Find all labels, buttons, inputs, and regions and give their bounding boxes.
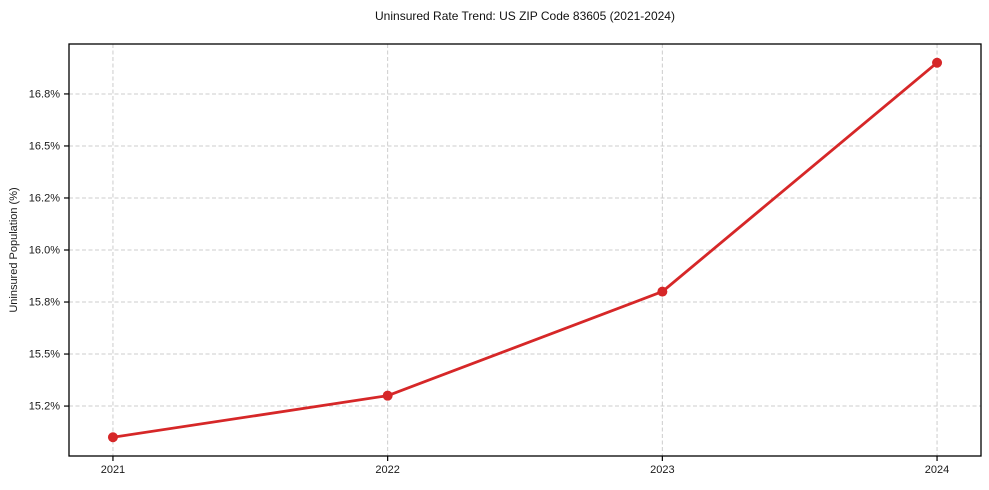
data-point-2021 xyxy=(107,432,118,443)
data-point-2023 xyxy=(657,286,668,297)
data-point-2022 xyxy=(382,390,393,401)
y-tick-label: 16.0% xyxy=(29,245,60,257)
y-axis-label: Uninsured Population (%) xyxy=(8,187,20,313)
y-tick-label: 15.5% xyxy=(29,349,60,361)
x-tick-label: 2022 xyxy=(375,464,399,476)
x-tick-label: 2021 xyxy=(101,464,125,476)
y-tick-label: 16.5% xyxy=(29,140,60,152)
x-tick-label: 2023 xyxy=(650,464,674,476)
y-tick-label: 16.2% xyxy=(29,192,60,204)
data-point-2024 xyxy=(932,57,943,68)
y-tick-label: 16.8% xyxy=(29,88,60,100)
x-tick-label: 2024 xyxy=(925,464,949,476)
trend-line xyxy=(111,61,939,439)
y-tick-label: 15.8% xyxy=(29,297,60,309)
y-tick-label: 15.2% xyxy=(29,401,60,413)
chart-title: Uninsured Rate Trend: US ZIP Code 83605 … xyxy=(375,9,675,23)
